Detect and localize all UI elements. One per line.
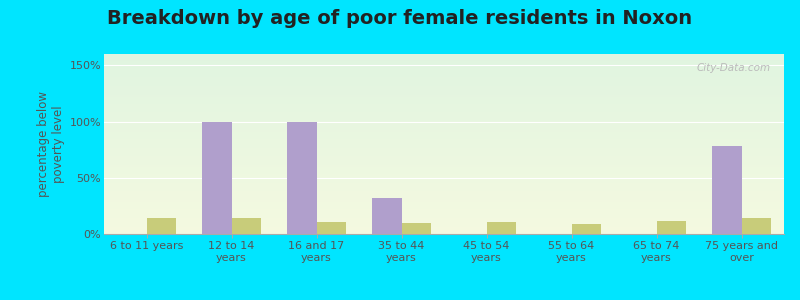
Text: City-Data.com: City-Data.com — [696, 63, 770, 73]
Bar — [742, 218, 771, 234]
Bar — [286, 122, 317, 234]
Y-axis label: percentage below
poverty level: percentage below poverty level — [38, 91, 66, 197]
Text: Breakdown by age of poor female residents in Noxon: Breakdown by age of poor female resident… — [107, 9, 693, 28]
Bar — [317, 222, 346, 234]
Bar — [146, 218, 176, 234]
Bar — [657, 220, 686, 234]
Bar — [202, 122, 231, 234]
Bar — [372, 198, 402, 234]
Bar — [231, 218, 262, 234]
Bar — [571, 224, 602, 234]
Bar — [712, 146, 742, 234]
Bar — [486, 222, 516, 234]
Bar — [402, 223, 431, 234]
